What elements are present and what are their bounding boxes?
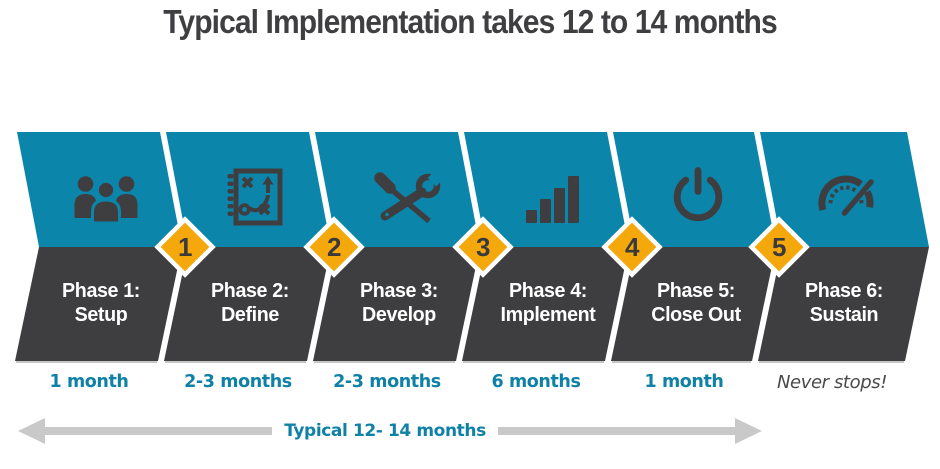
binding-bumps <box>227 174 234 216</box>
milestone-diamond-3 <box>452 216 514 278</box>
gauge-icon <box>818 175 874 216</box>
phase-2-name: Phase 2: <box>211 279 289 302</box>
phase-4-name: Phase 4: <box>509 279 587 302</box>
phase-4-top-shape <box>464 132 629 247</box>
milestone-diamond-1 <box>154 216 216 278</box>
milestone-number-3: 3 <box>476 232 490 262</box>
phase-3-label: Phase 3: Develop <box>327 279 471 327</box>
phase-1-name: Phase 1: <box>62 279 140 302</box>
timeline-arrows <box>18 418 762 444</box>
power-icon <box>673 167 723 222</box>
phase-4-task: Implement <box>500 303 596 326</box>
phase-6-top-shape <box>760 132 929 247</box>
milestone-number-5: 5 <box>772 232 786 262</box>
phase-2-duration: 2-3 months <box>184 372 292 392</box>
milestone-diamond-2 <box>303 216 365 278</box>
phase-5-task: Close Out <box>651 303 741 326</box>
bar-chart-icon <box>526 176 579 223</box>
gauge-ticks <box>828 185 864 204</box>
phase-6-name: Phase 6: <box>805 279 883 302</box>
phase-1-bottom-shape <box>15 247 182 361</box>
phase-6-bottom-shape <box>758 247 929 361</box>
phase-4-duration: 6 months <box>491 372 581 392</box>
phase-5-top-shape <box>613 132 776 247</box>
phase-3-bottom-shape <box>313 247 480 361</box>
phase-6-duration: Never stops! <box>776 372 888 393</box>
phase-3-top-shape <box>315 132 480 247</box>
team-icon <box>74 176 138 225</box>
phase-6-label: Phase 6: Sustain <box>772 279 916 327</box>
milestone-diamond-4 <box>601 216 663 278</box>
phase-5-duration: 1 month <box>644 372 724 392</box>
phase-3-name: Phase 3: <box>360 279 438 302</box>
phase-3-task: Develop <box>362 303 436 326</box>
teal-band <box>17 132 929 247</box>
phase-3-duration: 2-3 months <box>333 372 441 392</box>
strategy-icon <box>227 168 283 226</box>
page-title: Typical Implementation takes 12 to 14 mo… <box>163 3 777 40</box>
phase-4-bottom-shape <box>462 247 629 361</box>
milestone-number-1: 1 <box>178 232 192 262</box>
phase-2-bottom-shape <box>164 247 331 361</box>
timeline-arrow-right <box>498 418 762 444</box>
milestone-number-4: 4 <box>625 232 639 262</box>
phase-1-label: Phase 1: Setup <box>29 279 173 327</box>
phase-6-task: Sustain <box>809 303 879 326</box>
phase-2-label: Phase 2: Define <box>178 279 322 327</box>
phase-5-label: Phase 5: Close Out <box>624 279 768 327</box>
phase-4-label: Phase 4: Implement <box>476 279 620 327</box>
milestone-number-2: 2 <box>327 232 341 262</box>
milestone-diamonds <box>154 216 810 278</box>
phase-2-task: Define <box>221 303 279 326</box>
gauge-needle <box>841 179 874 216</box>
timeline-arrow-left <box>18 418 272 444</box>
phase-1-duration: 1 month <box>49 372 129 392</box>
timeline-label: Typical 12- 14 months <box>284 421 486 441</box>
dark-band <box>15 247 929 363</box>
phase-5-bottom-shape <box>611 247 776 361</box>
phase-1-task: Setup <box>74 303 128 326</box>
phase-icons <box>74 167 874 226</box>
phase-2-top-shape <box>166 132 331 247</box>
phase-5-name: Phase 5: <box>657 279 735 302</box>
milestone-diamond-5 <box>748 216 810 278</box>
